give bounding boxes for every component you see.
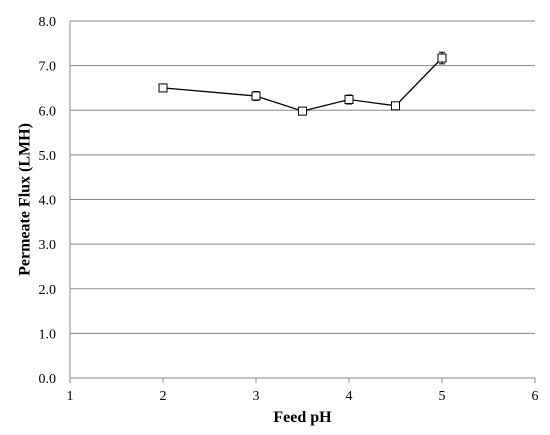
x-tick-label: 1 bbox=[67, 389, 74, 404]
data-point bbox=[437, 53, 447, 63]
x-tick-labels: 1 2 3 4 5 6 bbox=[67, 389, 539, 404]
series-line bbox=[162, 57, 443, 112]
x-tick-label: 2 bbox=[160, 389, 167, 404]
y-tick-label: 3.0 bbox=[39, 238, 57, 253]
y-tick-label: 8.0 bbox=[39, 15, 57, 30]
series-layer bbox=[158, 51, 447, 116]
x-tick-label: 4 bbox=[346, 389, 353, 404]
gridlines bbox=[70, 20, 535, 334]
x-tick-label: 6 bbox=[532, 389, 539, 404]
data-point bbox=[344, 95, 354, 105]
y-tick-label: 0.0 bbox=[39, 372, 57, 387]
y-tick-labels: 0.0 1.0 2.0 3.0 4.0 5.0 6.0 7.0 8.0 bbox=[39, 15, 57, 387]
axes bbox=[69, 21, 536, 383]
y-tick-label: 5.0 bbox=[39, 149, 57, 164]
y-tick-label: 1.0 bbox=[39, 327, 57, 342]
x-tick-label: 3 bbox=[253, 389, 260, 404]
x-tick-label: 5 bbox=[439, 389, 446, 404]
x-axis-title: Feed pH bbox=[273, 409, 332, 426]
y-tick-label: 7.0 bbox=[39, 60, 57, 75]
y-tick-label: 4.0 bbox=[39, 194, 57, 209]
y-tick-label: 6.0 bbox=[39, 104, 57, 119]
data-point bbox=[251, 91, 261, 101]
y-axis-title: Permeate Flux (LMH) bbox=[17, 123, 34, 276]
y-tick-label: 2.0 bbox=[39, 283, 57, 298]
data-point bbox=[298, 106, 307, 116]
data-point bbox=[158, 83, 168, 93]
data-point bbox=[391, 101, 400, 111]
